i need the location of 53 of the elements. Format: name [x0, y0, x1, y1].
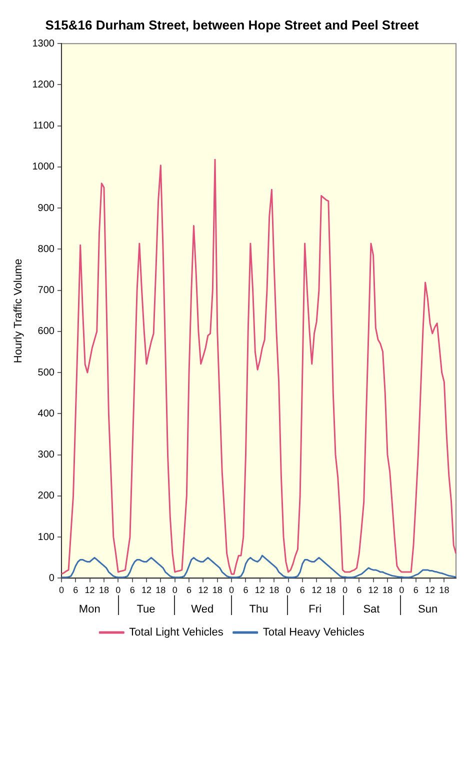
y-tick-label: 100: [38, 532, 55, 543]
x-tick-label: 12: [425, 585, 436, 596]
y-tick-label: 300: [38, 450, 55, 461]
y-tick-label: 1100: [32, 120, 55, 132]
legend-label: Total Heavy Vehicles: [262, 626, 365, 639]
y-axis-title: Hourly Traffic Volume: [12, 258, 25, 364]
x-tick-label: 0: [116, 585, 121, 596]
x-tick-label: 0: [172, 585, 178, 596]
text: Wed: [191, 604, 214, 616]
y-tick-label: 200: [38, 490, 55, 502]
y-tick-label: 800: [38, 244, 55, 255]
y-tick-label: 1200: [32, 79, 55, 90]
y-tick-label: 0: [48, 572, 55, 584]
x-tick-label: 12: [254, 585, 265, 596]
y-tick-label: 400: [38, 408, 55, 420]
x-tick-label: 12: [368, 585, 378, 596]
x-tick-label: 18: [382, 585, 392, 596]
x-tick-label: 18: [156, 585, 166, 596]
text: Sat: [363, 604, 380, 616]
x-tick-label: 6: [186, 585, 192, 596]
x-tick-label: 12: [198, 585, 208, 596]
x-tick-label: 0: [342, 585, 348, 596]
x-tick-label: 6: [130, 585, 135, 596]
x-tick-label: 12: [141, 585, 152, 596]
x-tick-label: 6: [413, 585, 418, 596]
x-tick-label: 0: [58, 585, 64, 596]
text: Sun: [418, 604, 438, 616]
text: Fri: [308, 604, 322, 616]
x-tick-label: 18: [212, 585, 222, 596]
x-tick-label: 18: [98, 585, 109, 596]
x-tick-label: 6: [356, 585, 362, 596]
x-tick-label: 0: [229, 585, 234, 596]
x-tick-label: 6: [73, 585, 78, 596]
text: Mon: [78, 604, 100, 616]
x-tick-label: 0: [399, 585, 404, 596]
y-tick-label: 900: [38, 202, 55, 214]
y-tick-label: 700: [38, 285, 55, 296]
text: Thu: [249, 604, 268, 616]
x-tick-label: 18: [439, 585, 450, 596]
x-tick-label: 12: [84, 585, 95, 596]
x-tick-label: 18: [269, 585, 280, 596]
y-tick-label: 500: [38, 367, 55, 378]
chart-title: S15&16 Durham Street, between Hope Street and Peel Street: [45, 17, 420, 32]
legend-label: Total Light Vehicles: [129, 626, 224, 639]
text: Tue: [136, 604, 156, 616]
x-tick-label: 6: [243, 585, 248, 596]
y-tick-label: 600: [38, 326, 55, 338]
x-tick-label: 0: [286, 585, 291, 596]
x-tick-label: 18: [326, 585, 336, 596]
x-tick-label: 12: [312, 585, 322, 596]
y-tick-label: 1000: [32, 162, 55, 173]
x-tick-label: 6: [300, 585, 305, 596]
y-tick-label: 1300: [32, 38, 55, 50]
